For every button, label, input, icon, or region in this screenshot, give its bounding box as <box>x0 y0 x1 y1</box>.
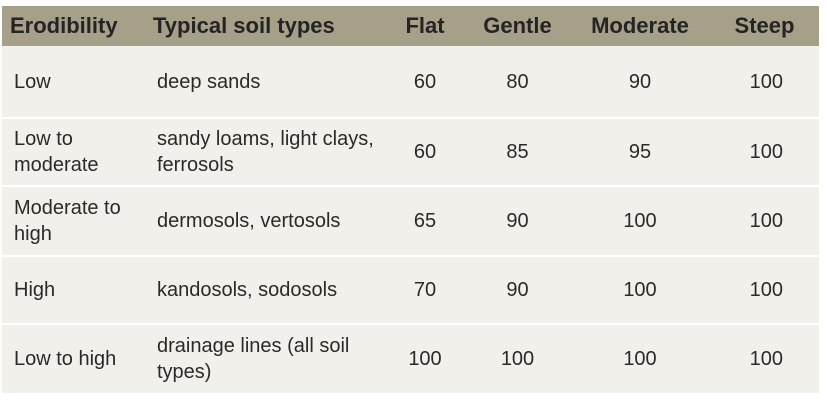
soil-types-cell: drainage lines (all soil types) <box>157 335 350 383</box>
erodibility-cell: Moderate to high <box>14 197 121 245</box>
gentle-cell: 90 <box>506 279 529 301</box>
soil-types-cell: deep sands <box>157 70 261 93</box>
gentle-cell: 80 <box>506 70 529 93</box>
table-row: High kandosols, sodosols 70 90 100 100 <box>2 256 819 324</box>
erodibility-cell: High <box>14 279 56 301</box>
moderate-cell: 90 <box>628 70 652 93</box>
table-row: Low to high drainage lines (all soil typ… <box>2 324 819 393</box>
flat-cell: 60 <box>413 141 437 163</box>
table-row: Moderate to high dermosols, vertosols 65… <box>2 186 819 256</box>
steep-cell: 100 <box>749 348 783 370</box>
header-erodibility: Erodibility <box>10 13 118 38</box>
erodibility-cell: Low to moderate <box>14 128 99 176</box>
header-soil-types: Typical soil types <box>153 13 335 38</box>
header-moderate: Moderate <box>591 13 689 38</box>
flat-cell: 60 <box>413 70 437 93</box>
gentle-cell: 85 <box>506 141 529 163</box>
header-flat: Flat <box>405 13 445 38</box>
erodibility-table: Erodibility Typical soil types Flat Gent… <box>2 6 819 393</box>
table-header-row: Erodibility Typical soil types Flat Gent… <box>2 6 819 46</box>
steep-cell: 100 <box>749 141 783 163</box>
table-row: Low to moderate sandy loams, light clays… <box>2 118 819 186</box>
erodibility-cell: Low <box>14 70 51 93</box>
gentle-cell: 100 <box>500 348 535 370</box>
header-steep: Steep <box>734 13 795 38</box>
header-gentle: Gentle <box>483 13 552 38</box>
moderate-cell: 100 <box>623 210 657 232</box>
flat-cell: 65 <box>413 210 437 232</box>
moderate-cell: 95 <box>628 141 652 163</box>
soil-types-cell: kandosols, sodosols <box>157 279 338 301</box>
steep-cell: 100 <box>749 279 783 301</box>
steep-cell: 100 <box>749 210 783 232</box>
flat-cell: 70 <box>413 279 437 301</box>
flat-cell: 100 <box>408 348 442 370</box>
steep-cell: 100 <box>749 70 783 93</box>
moderate-cell: 100 <box>623 279 657 301</box>
soil-types-cell: dermosols, vertosols <box>157 210 341 232</box>
soil-types-cell: sandy loams, light clays, ferrosols <box>157 128 374 176</box>
table-row: Low deep sands 60 80 90 100 <box>2 46 819 118</box>
erodibility-cell: Low to high <box>14 348 117 370</box>
moderate-cell: 100 <box>623 348 657 370</box>
gentle-cell: 90 <box>506 210 529 232</box>
